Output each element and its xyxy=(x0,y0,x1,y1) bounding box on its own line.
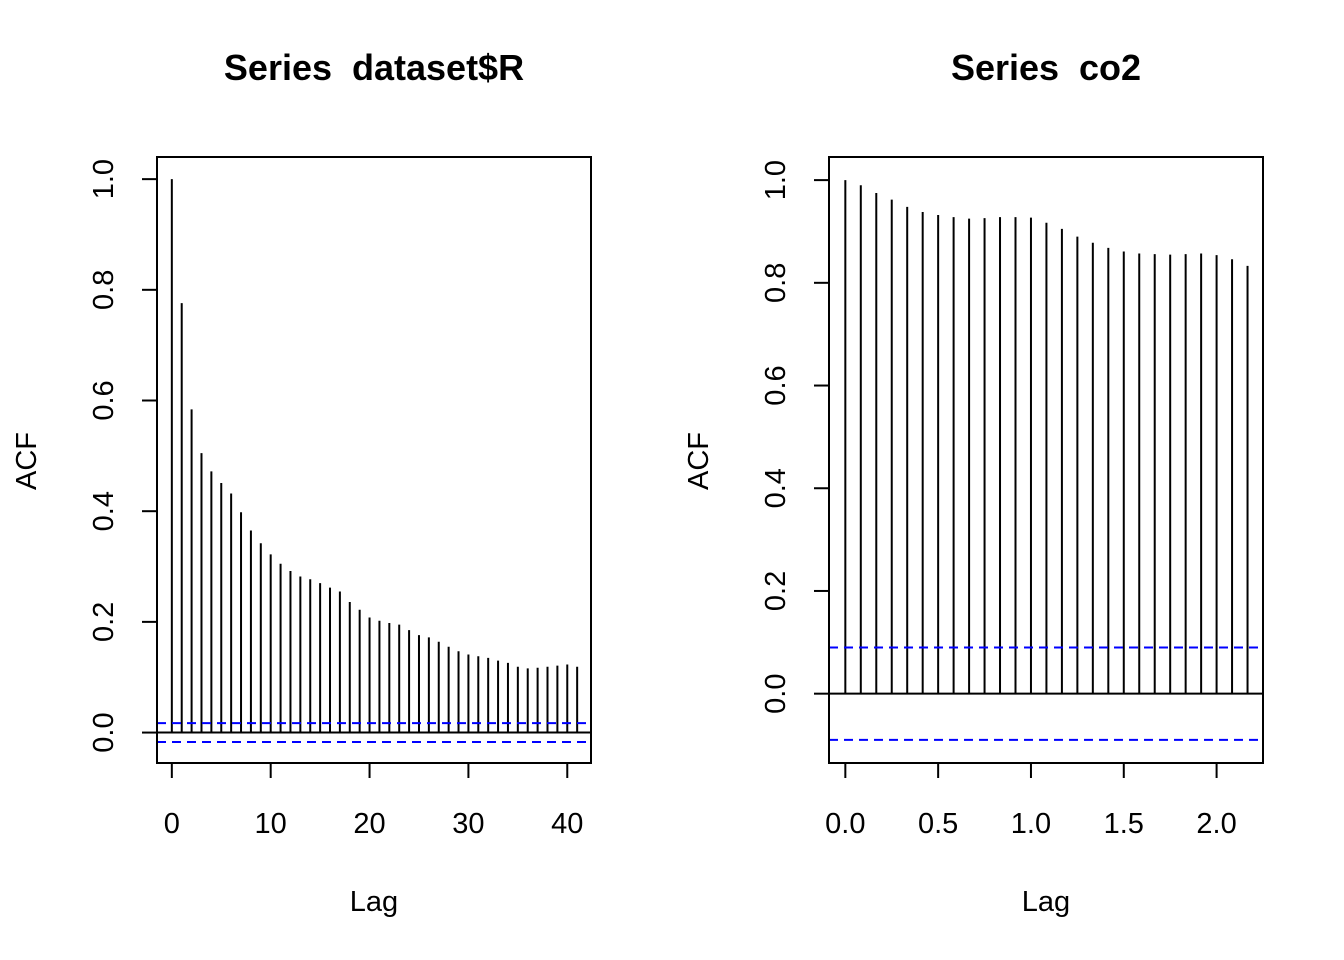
y-tick-label: 1.0 xyxy=(88,159,120,199)
plot-area: 0.0 0.5 1.0 1.5 2.0 0.0 0.2 0.4 0.6 0.8 1.0 xyxy=(760,156,1264,840)
y-tick-label: 0.4 xyxy=(760,468,792,508)
y-tick-label: 0.2 xyxy=(88,602,120,642)
y-tick-label: 1.0 xyxy=(760,160,792,200)
x-tick-label: 0.5 xyxy=(918,808,958,840)
x-tick-label: 20 xyxy=(353,808,385,840)
y-tick-label: 0.6 xyxy=(760,365,792,405)
x-tick-label: 1.5 xyxy=(1104,808,1144,840)
x-axis-label: Lag xyxy=(1022,886,1070,918)
x-axis-label: Lag xyxy=(350,886,398,918)
y-tick-label: 0.8 xyxy=(88,270,120,310)
y-tick-label: 0.4 xyxy=(88,491,120,531)
y-tick-label: 0.6 xyxy=(88,380,120,420)
y-axis-label: ACF xyxy=(11,432,43,490)
chart-title: Series co2 xyxy=(951,47,1141,88)
y-tick-label: 0.0 xyxy=(88,712,120,752)
chart-title: Series dataset$R xyxy=(224,47,524,88)
acf-chart-dataset-r: Series dataset$R Lag ACF 0 10 20 30 40 0.0 0.2… xyxy=(11,47,592,918)
acf-chart-co2: Series co2 Lag ACF 0.0 0.5 1.0 1.5 2.0 0.0 0.2… xyxy=(683,47,1264,918)
x-tick-label: 0.0 xyxy=(825,808,865,840)
y-tick-label: 0.8 xyxy=(760,263,792,303)
x-tick-label: 30 xyxy=(452,808,484,840)
x-tick-label: 10 xyxy=(255,808,287,840)
x-tick-label: 1.0 xyxy=(1011,808,1051,840)
plot-area: 0 10 20 30 40 0.0 0.2 0.4 0.6 0.8 1.0 xyxy=(88,156,592,840)
x-tick-label: 40 xyxy=(551,808,583,840)
y-tick-label: 0.0 xyxy=(760,674,792,714)
y-tick-label: 0.2 xyxy=(760,571,792,611)
y-axis-label: ACF xyxy=(683,432,715,490)
x-tick-label: 0 xyxy=(164,808,180,840)
x-tick-label: 2.0 xyxy=(1196,808,1236,840)
